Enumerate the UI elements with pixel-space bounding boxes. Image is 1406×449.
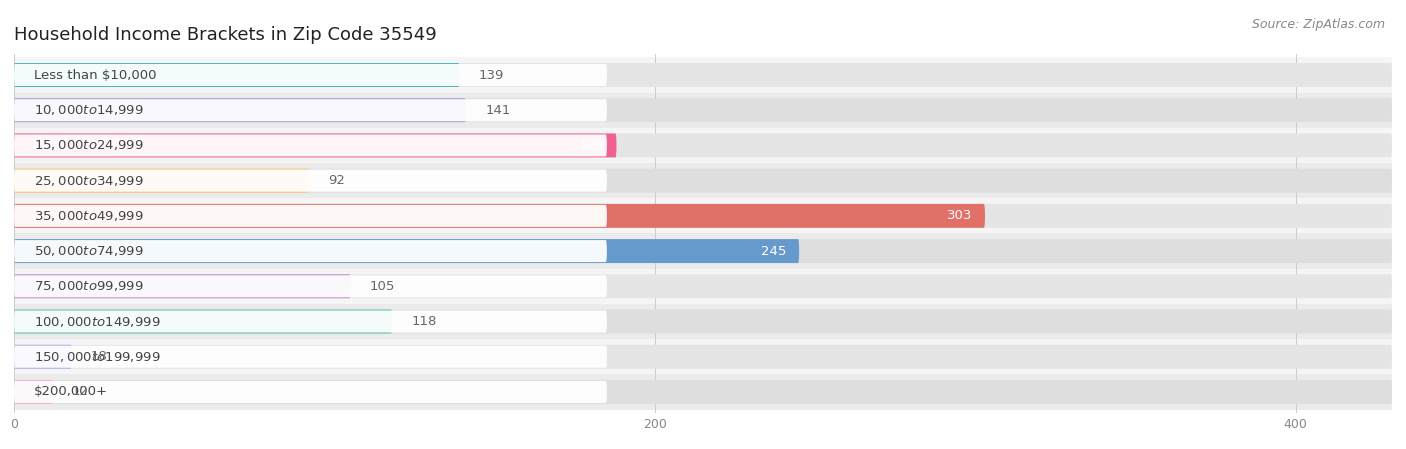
- FancyBboxPatch shape: [14, 204, 1392, 228]
- Text: $200,000+: $200,000+: [34, 385, 108, 398]
- Bar: [14, 374, 1392, 409]
- Bar: [14, 92, 1392, 128]
- FancyBboxPatch shape: [14, 346, 607, 368]
- Text: Household Income Brackets in Zip Code 35549: Household Income Brackets in Zip Code 35…: [14, 26, 437, 44]
- FancyBboxPatch shape: [14, 274, 350, 298]
- FancyBboxPatch shape: [14, 98, 465, 122]
- FancyBboxPatch shape: [14, 345, 72, 369]
- FancyBboxPatch shape: [14, 63, 460, 87]
- Text: 139: 139: [478, 69, 505, 82]
- FancyBboxPatch shape: [14, 345, 1392, 369]
- FancyBboxPatch shape: [14, 205, 607, 227]
- FancyBboxPatch shape: [14, 275, 607, 297]
- Bar: [14, 128, 1392, 163]
- FancyBboxPatch shape: [14, 311, 607, 333]
- Text: 245: 245: [761, 245, 786, 258]
- FancyBboxPatch shape: [14, 63, 1392, 87]
- Text: $150,000 to $199,999: $150,000 to $199,999: [34, 350, 160, 364]
- FancyBboxPatch shape: [14, 134, 607, 156]
- Text: $25,000 to $34,999: $25,000 to $34,999: [34, 174, 143, 188]
- Text: 18: 18: [91, 350, 108, 363]
- Bar: [14, 233, 1392, 269]
- FancyBboxPatch shape: [14, 64, 607, 86]
- FancyBboxPatch shape: [14, 239, 799, 263]
- FancyBboxPatch shape: [14, 380, 1392, 404]
- FancyBboxPatch shape: [14, 170, 607, 192]
- FancyBboxPatch shape: [14, 380, 52, 404]
- FancyBboxPatch shape: [14, 204, 986, 228]
- Text: $50,000 to $74,999: $50,000 to $74,999: [34, 244, 143, 258]
- Bar: [14, 269, 1392, 304]
- Text: 141: 141: [485, 104, 510, 117]
- Text: Less than $10,000: Less than $10,000: [34, 69, 157, 82]
- FancyBboxPatch shape: [14, 169, 309, 193]
- Text: Source: ZipAtlas.com: Source: ZipAtlas.com: [1251, 18, 1385, 31]
- Bar: [14, 163, 1392, 198]
- Text: 303: 303: [946, 209, 972, 222]
- FancyBboxPatch shape: [14, 309, 392, 334]
- Text: 118: 118: [412, 315, 437, 328]
- Text: 188: 188: [578, 139, 603, 152]
- FancyBboxPatch shape: [14, 133, 616, 158]
- Bar: [14, 304, 1392, 339]
- Bar: [14, 57, 1392, 92]
- Text: $75,000 to $99,999: $75,000 to $99,999: [34, 279, 143, 293]
- Bar: [14, 198, 1392, 233]
- Text: 105: 105: [370, 280, 395, 293]
- Text: $10,000 to $14,999: $10,000 to $14,999: [34, 103, 143, 117]
- FancyBboxPatch shape: [14, 99, 607, 121]
- FancyBboxPatch shape: [14, 240, 607, 262]
- Text: 12: 12: [72, 385, 89, 398]
- Text: $100,000 to $149,999: $100,000 to $149,999: [34, 314, 160, 329]
- FancyBboxPatch shape: [14, 381, 607, 403]
- Text: $35,000 to $49,999: $35,000 to $49,999: [34, 209, 143, 223]
- FancyBboxPatch shape: [14, 274, 1392, 298]
- FancyBboxPatch shape: [14, 239, 1392, 263]
- FancyBboxPatch shape: [14, 133, 1392, 158]
- FancyBboxPatch shape: [14, 309, 1392, 334]
- FancyBboxPatch shape: [14, 169, 1392, 193]
- FancyBboxPatch shape: [14, 98, 1392, 122]
- Bar: [14, 339, 1392, 374]
- Text: 92: 92: [328, 174, 344, 187]
- Text: $15,000 to $24,999: $15,000 to $24,999: [34, 138, 143, 153]
